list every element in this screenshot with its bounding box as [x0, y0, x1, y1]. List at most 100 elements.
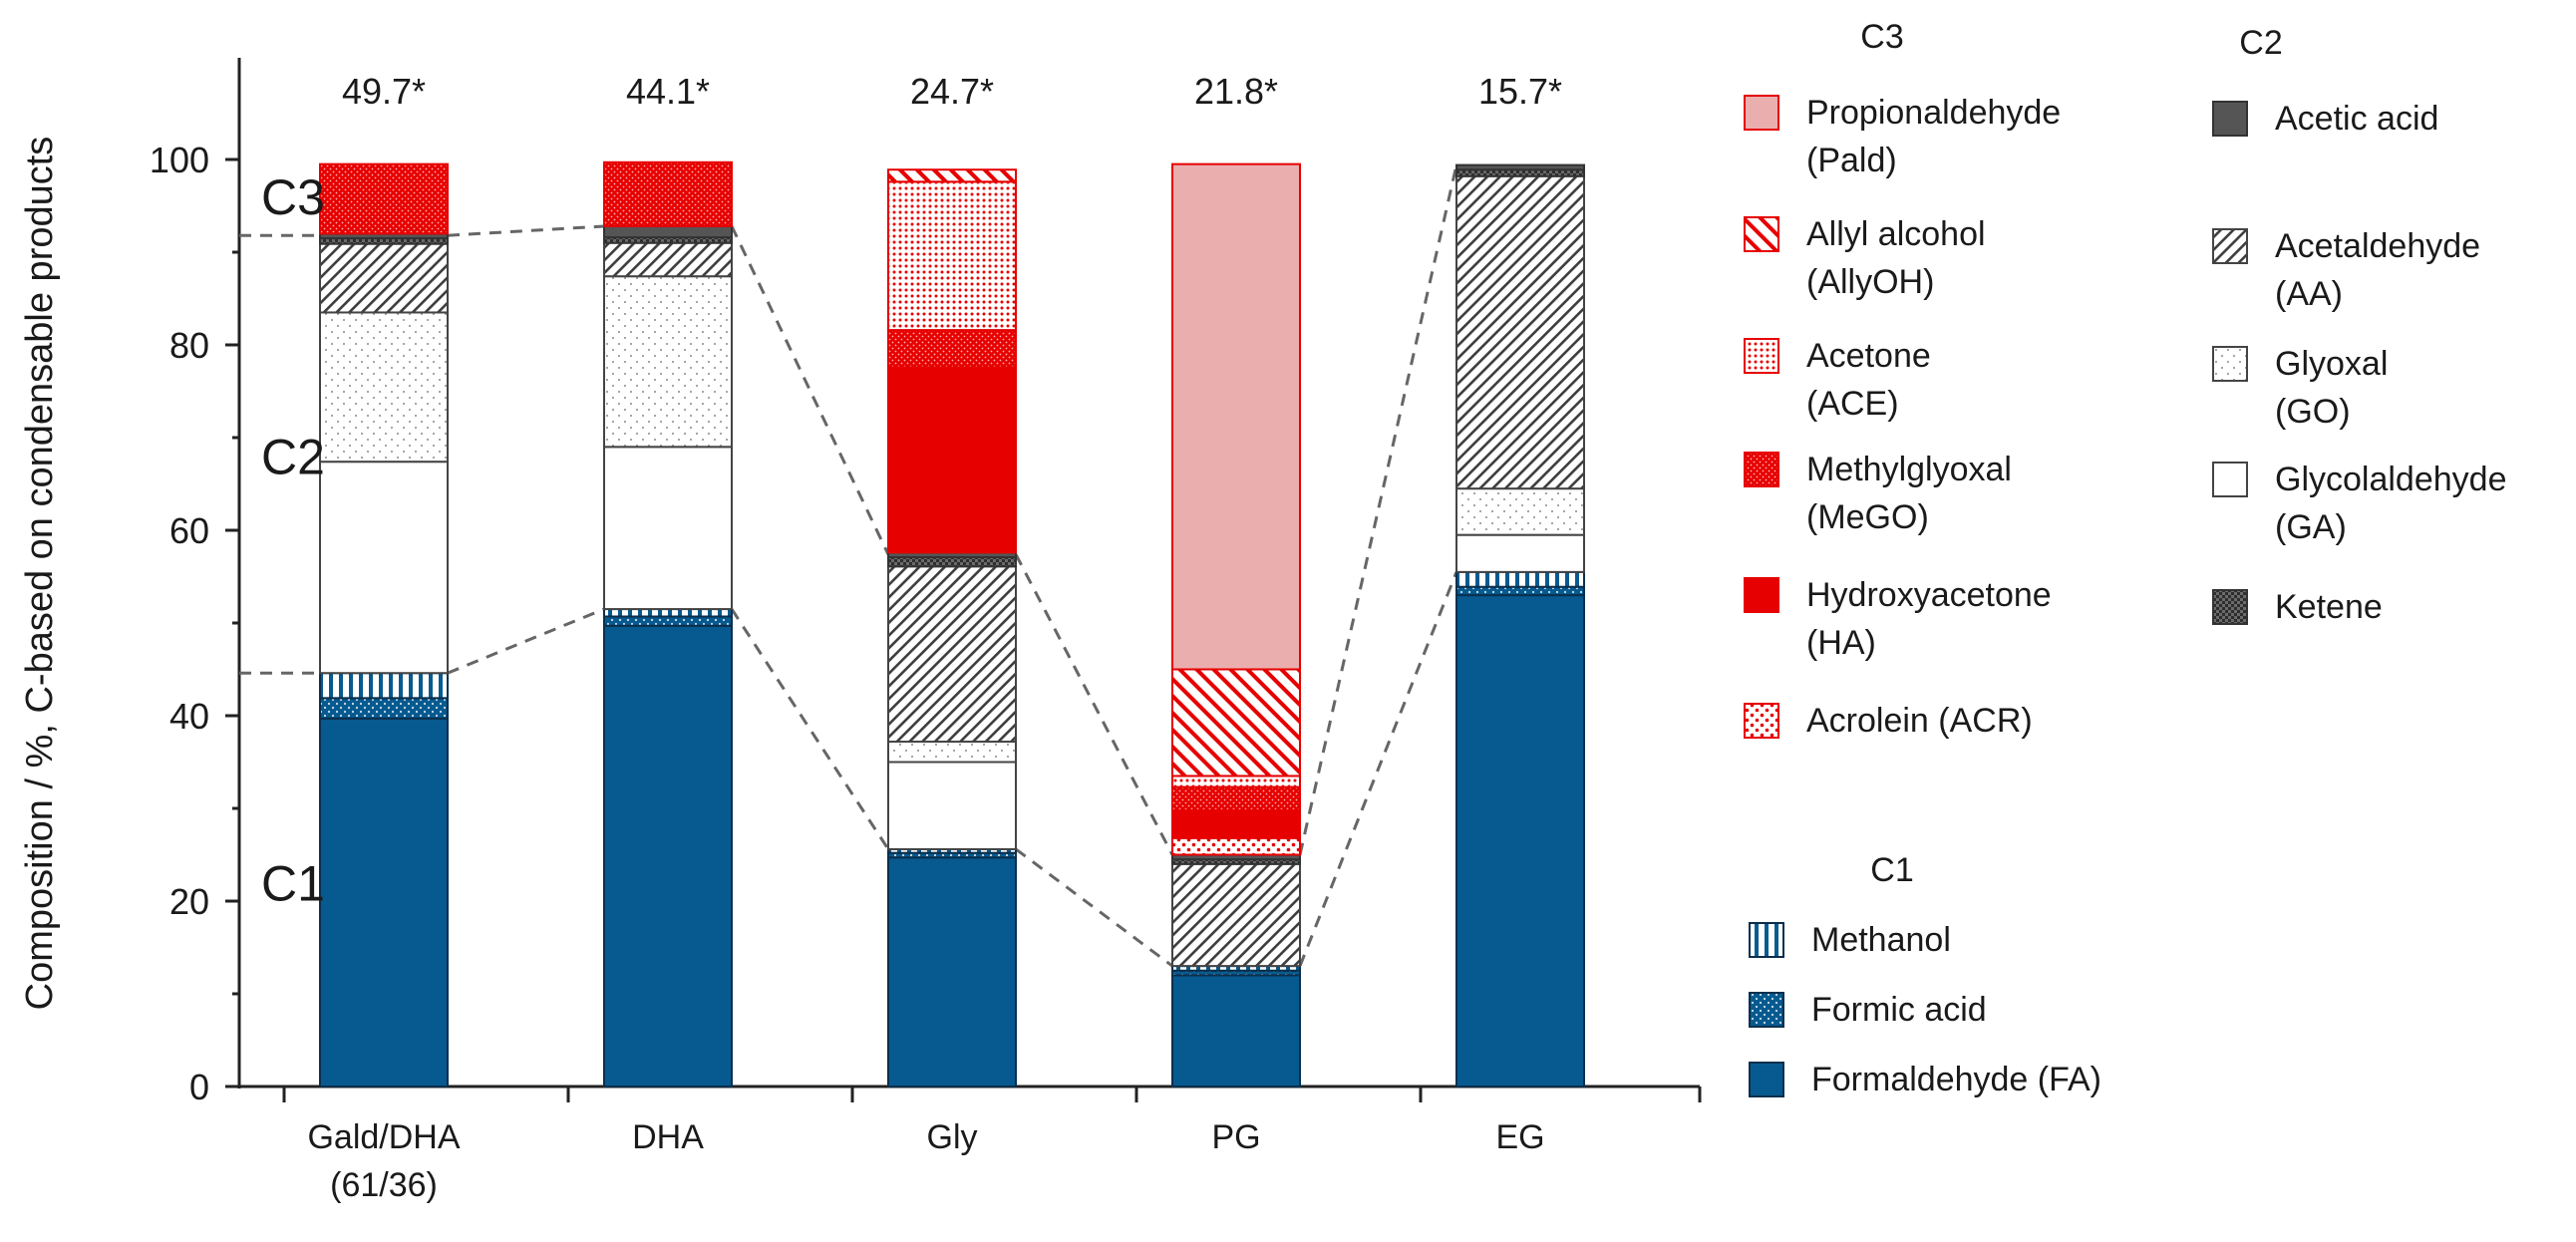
y-axis-ticks: 0 20 40 60 80 100: [150, 140, 239, 1107]
legend: C3 C2 C1 Propionaldehyde (Pald) Allyl alcohol…: [1744, 18, 2506, 1098]
bar-segment-glyoxal-go: [603, 275, 733, 449]
bar-segment-glyoxal-go: [319, 311, 449, 464]
legend-label: Acetone: [1806, 337, 1931, 375]
legend-label: Glycolaldehyde: [2275, 461, 2506, 498]
legend-heading-c1: C1: [1870, 851, 1913, 889]
bar-segment-formic-acid: [603, 615, 733, 627]
legend-swatch-acrolein-acr: [1744, 703, 1779, 739]
group-guide-c1-top: [447, 607, 605, 675]
x-tick-label: EG: [1495, 1118, 1544, 1156]
legend-label-sub: (GO): [2275, 393, 2351, 431]
legend-swatch-allyl-alcohol: [1744, 216, 1779, 252]
legend-label-sub: (Pald): [1806, 142, 1897, 179]
group-labels: C1 C2 C3: [261, 169, 325, 911]
bar-segment-ketene: [887, 555, 1017, 568]
bar-segment-hydroxyacetone-ha: [887, 366, 1017, 554]
bar-annotation: 15.7*: [1478, 71, 1562, 112]
legend-swatch-ketene: [2212, 589, 2248, 625]
bar-segment-formaldehyde-fa: [1455, 594, 1585, 1087]
y-tick-label: 100: [150, 140, 209, 180]
bar-segment-acetone-ace: [1171, 775, 1301, 788]
group-guide-c1-top: [730, 608, 890, 850]
bar-segment-acetaldehyde-aa: [1455, 174, 1585, 490]
group-guide-c1-top: [1298, 571, 1458, 967]
bar-segment-formaldehyde-fa: [887, 856, 1017, 1087]
legend-swatch-glycolaldehyde: [2212, 462, 2248, 497]
x-tick-label: DHA: [632, 1118, 704, 1156]
bar-segment-methylglyoxal-mego: [887, 329, 1017, 369]
legend-swatch-propionaldehyde: [1744, 95, 1779, 131]
legend-swatch-hydroxyacetone: [1744, 577, 1779, 613]
bar-annotation: 24.7*: [910, 71, 994, 112]
y-axis-label: Composition / %, C-based on condensable …: [19, 137, 61, 1011]
y-tick-label: 40: [169, 696, 209, 737]
group-guide-c2-top: [1298, 164, 1458, 855]
bar-segment-acrolein-acr: [1171, 836, 1301, 856]
x-axis-ticks: Gald/DHA (61/36) DHA Gly PG EG: [282, 1087, 1702, 1204]
bar-annotation: 21.8*: [1194, 71, 1278, 112]
legend-label: Methanol: [1811, 921, 1951, 959]
bar-segment-acetaldehyde-aa: [319, 242, 449, 314]
legend-label: Hydroxyacetone: [1806, 576, 2052, 614]
y-tick-label: 0: [189, 1067, 209, 1107]
bar-segment-propionaldehyde-pald: [1171, 162, 1301, 671]
bar-segment-methanol: [319, 672, 449, 700]
group-label-c3: C3: [261, 169, 325, 225]
legend-label-sub: (AA): [2275, 275, 2343, 313]
bar-segment-acetaldehyde-aa: [603, 241, 733, 278]
legend-label: Acetaldehyde: [2275, 227, 2480, 265]
legend-label-sub: (AllyOH): [1806, 263, 1934, 301]
legend-label-sub: (HA): [1806, 624, 1876, 662]
bar-annotation: 49.7*: [342, 71, 426, 112]
legend-swatch-glyoxal: [2212, 346, 2248, 382]
x-tick-label: PG: [1211, 1118, 1260, 1156]
x-tick-label: Gald/DHA: [307, 1118, 460, 1156]
bar-segment-hydroxyacetone-ha: [1171, 808, 1301, 839]
bar-segment-acetic-acid: [1455, 163, 1585, 171]
group-guide-c2-top: [447, 224, 605, 237]
bar-annotations: 49.7* 44.1* 24.7* 21.8* 15.7*: [342, 71, 1562, 112]
group-guide-lines: [239, 164, 1458, 968]
group-guide-c2-top: [730, 225, 890, 555]
bar-segment-acetone-ace: [887, 180, 1017, 332]
y-tick-label: 20: [169, 881, 209, 922]
bar-segment-glycolaldehyde-ga: [319, 461, 449, 675]
bar-segment-formaldehyde-fa: [603, 624, 733, 1087]
legend-swatch-formic-acid: [1749, 992, 1784, 1028]
bar-segment-allyl-alcohol-allyoh: [887, 168, 1017, 183]
legend-swatch-methanol: [1749, 922, 1784, 958]
legend-label: Allyl alcohol: [1806, 215, 1986, 253]
legend-label-sub: (ACE): [1806, 385, 1899, 423]
legend-label: Formic acid: [1811, 991, 1987, 1029]
bar-segment-acetaldehyde-aa: [887, 565, 1017, 744]
bar-segment-allyl-alcohol-allyoh: [1171, 668, 1301, 777]
bar-segment-methanol: [603, 608, 733, 618]
bar-segment-methylglyoxal-mego: [1171, 785, 1301, 811]
y-tick-label: 60: [169, 510, 209, 551]
bar-segment-formic-acid: [319, 697, 449, 720]
x-tick-label: Gly: [927, 1118, 978, 1156]
x-tick-label-sub: (61/36): [330, 1166, 438, 1204]
group-guide-c2-top: [1014, 553, 1174, 856]
legend-heading-c2: C2: [2239, 24, 2282, 62]
bar-segment-formaldehyde-fa: [319, 717, 449, 1087]
legend-swatch-acetone: [1744, 338, 1779, 374]
bar-segment-glyoxal-go: [1455, 487, 1585, 536]
legend-swatch-acetaldehyde: [2212, 228, 2248, 264]
bar-stacks: [319, 160, 1585, 1088]
bar-annotation: 44.1*: [626, 71, 710, 112]
legend-label-sub: (GA): [2275, 508, 2347, 546]
group-guide-c1-top: [1015, 847, 1173, 968]
legend-label: Formaldehyde (FA): [1811, 1061, 2101, 1098]
legend-swatch-methylglyoxal: [1744, 452, 1779, 487]
legend-label: Methylglyoxal: [1806, 451, 2012, 488]
legend-label: Ketene: [2275, 588, 2383, 626]
bar-segment-acetaldehyde-aa: [1171, 862, 1301, 968]
group-label-c2: C2: [261, 430, 325, 485]
bar-segment-glycolaldehyde-ga: [603, 446, 733, 611]
legend-swatch-acetic-acid: [2212, 101, 2248, 137]
bar-segment-formaldehyde-fa: [1171, 974, 1301, 1088]
y-tick-label: 80: [169, 325, 209, 366]
bar-segment-glycolaldehyde-ga: [887, 761, 1017, 850]
